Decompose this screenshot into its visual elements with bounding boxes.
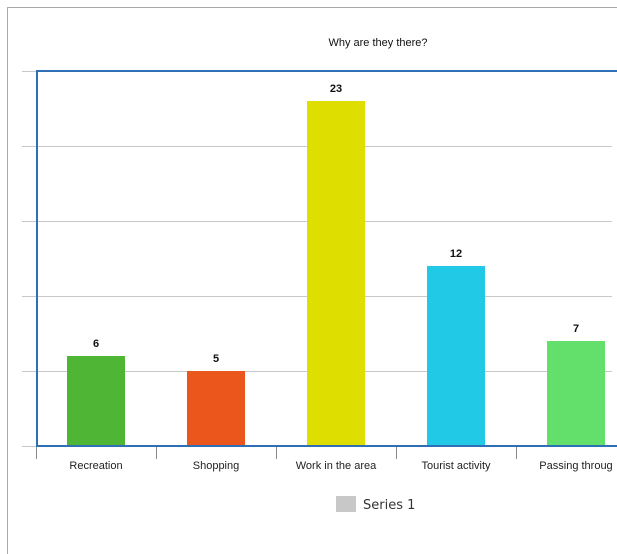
bar-shopping (187, 371, 245, 446)
bar-recreation (67, 356, 125, 446)
legend-swatch-series-1 (336, 496, 356, 512)
data-label: 12 (450, 248, 462, 260)
bar-passing-throug (547, 341, 605, 446)
legend-label-series-1: Series 1 (363, 498, 415, 513)
data-label: 5 (213, 353, 219, 365)
data-label: 6 (93, 338, 99, 350)
data-label: 23 (330, 83, 342, 95)
x-tick-label: Tourist activity (421, 460, 491, 472)
bar-tourist-activity (427, 266, 485, 446)
x-tick-labels: Recreation Shopping Work in the area Touris… (69, 460, 612, 472)
data-label: 7 (573, 323, 579, 335)
x-tick-label: Shopping (193, 460, 240, 472)
x-tick-label: Passing throug (539, 460, 612, 472)
x-tick-label: Work in the area (296, 460, 377, 472)
bars (67, 101, 605, 446)
chart-title: Why are they there? (328, 37, 427, 49)
bar-work-in-the-area (307, 101, 365, 446)
legend: Series 1 (336, 496, 415, 513)
x-tick-label: Recreation (69, 460, 122, 472)
